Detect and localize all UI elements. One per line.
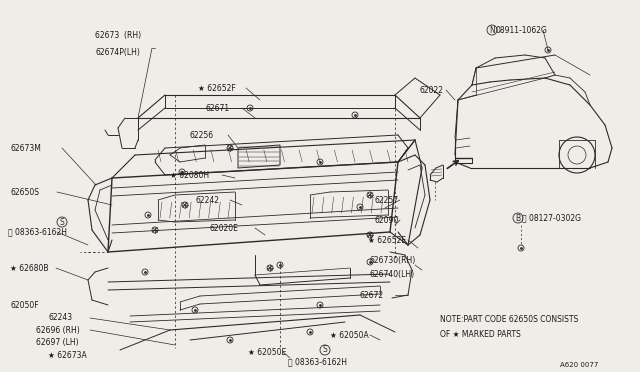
Text: Ⓑ 08127-0302G: Ⓑ 08127-0302G <box>522 214 581 222</box>
Text: ★ 62673A: ★ 62673A <box>48 350 87 359</box>
Text: ★ 62050E: ★ 62050E <box>248 347 286 356</box>
Text: B: B <box>515 214 520 222</box>
Text: 62673M: 62673M <box>10 144 41 153</box>
Text: 62242: 62242 <box>195 196 219 205</box>
Text: 62697 (LH): 62697 (LH) <box>36 337 79 346</box>
Text: 62050F: 62050F <box>10 301 38 310</box>
Text: 62243: 62243 <box>48 314 72 323</box>
Text: 62674P(LH): 62674P(LH) <box>95 48 140 57</box>
Text: Ⓢ 08363-6162H: Ⓢ 08363-6162H <box>8 228 67 237</box>
Text: N: N <box>489 26 495 35</box>
Text: 62022: 62022 <box>420 86 444 94</box>
Text: 08911-1062G: 08911-1062G <box>496 26 548 35</box>
Text: ★ 62080H: ★ 62080H <box>170 170 209 180</box>
Text: 62020E: 62020E <box>210 224 239 232</box>
Text: ★ 62050A: ★ 62050A <box>330 330 369 340</box>
Text: 626730(RH): 626730(RH) <box>370 256 416 264</box>
Text: A620 0077: A620 0077 <box>560 362 598 368</box>
Text: 62257: 62257 <box>375 196 399 205</box>
Text: 62673  (RH): 62673 (RH) <box>95 31 141 39</box>
Text: 62696 (RH): 62696 (RH) <box>36 326 80 334</box>
Text: OF ★ MARKED PARTS: OF ★ MARKED PARTS <box>440 330 521 339</box>
Text: S: S <box>60 218 65 227</box>
Text: 62256: 62256 <box>190 131 214 140</box>
Text: NOTE:PART CODE 62650S CONSISTS: NOTE:PART CODE 62650S CONSISTS <box>440 315 579 324</box>
Text: 62650S: 62650S <box>10 187 39 196</box>
Text: 626740(LH): 626740(LH) <box>370 270 415 279</box>
Text: 62672: 62672 <box>360 291 384 299</box>
Text: ★ 62652E: ★ 62652E <box>368 235 406 244</box>
Text: 62671: 62671 <box>205 103 229 112</box>
Text: Ⓢ 08363-6162H: Ⓢ 08363-6162H <box>288 357 347 366</box>
Text: ★ 62652F: ★ 62652F <box>198 83 236 93</box>
Text: S: S <box>323 346 328 355</box>
Text: 62090: 62090 <box>375 215 399 224</box>
Text: ★ 62680B: ★ 62680B <box>10 263 49 273</box>
